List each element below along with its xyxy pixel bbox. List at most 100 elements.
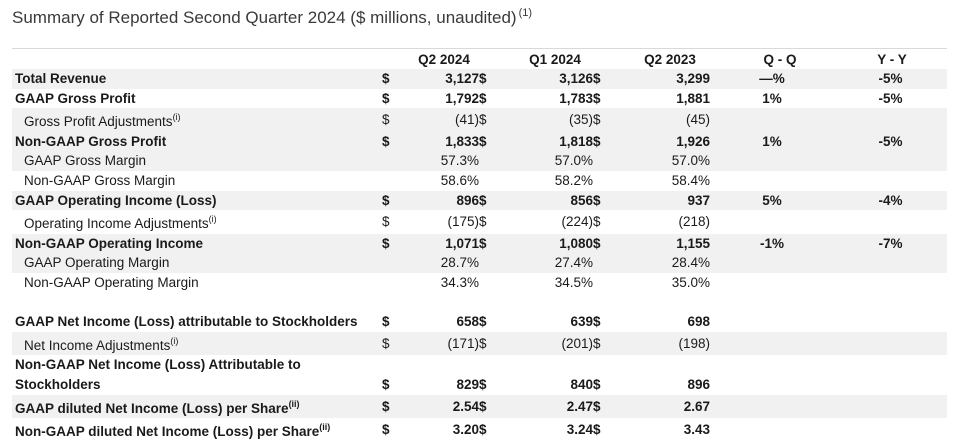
currency-q2-2023: $	[593, 90, 601, 106]
value-q2-2023: (198)	[617, 331, 710, 356]
change-qq	[710, 418, 834, 442]
value-q2-2024: 3,127	[406, 69, 479, 89]
value-q1-2024: 639	[570, 314, 593, 330]
change-yy	[834, 331, 947, 356]
table-row: Net Income Adjustments(i) $ (171) $ (201) $ (1…	[12, 331, 947, 356]
table-row: GAAP Net Income (Loss) attributable to S…	[12, 293, 947, 332]
page-title: Summary of Reported Second Quarter 2024 …	[12, 7, 532, 28]
currency-q2-2023: $	[593, 422, 601, 438]
change-yy	[834, 171, 947, 191]
change-yy	[834, 394, 947, 419]
value-q1-2024: 840	[570, 376, 593, 392]
footnote-marker: (i)	[172, 112, 181, 123]
currency-q2-2023	[593, 253, 617, 273]
col-header-q1-2024: Q1 2024	[529, 52, 581, 67]
footnote-marker: (ii)	[288, 398, 300, 409]
table-row: GAAP Gross Profit $1,792 $1,783 $1,881 1% -5%	[12, 89, 947, 109]
value-q2-2024: 1,071	[406, 233, 479, 254]
currency-q2-2023	[593, 171, 617, 191]
value-q1-2024: (224)	[561, 214, 593, 230]
value-q2-2024: 28.7%	[406, 253, 479, 273]
value-q1-2024: (201)	[503, 331, 593, 356]
row-label: GAAP Gross Margin	[12, 151, 382, 171]
currency-q2-2024: $	[382, 190, 406, 211]
footnote-marker: (ii)	[319, 422, 331, 433]
currency-q2-2024	[382, 273, 406, 293]
col-header-q2-2023: Q2 2023	[644, 52, 696, 67]
value-q1-2024: 57.0%	[503, 151, 593, 171]
currency-q2-2023	[593, 151, 617, 171]
table-row: Total Revenue $3,127 $3,126 $3,299 —% -5%	[12, 69, 947, 89]
change-qq	[710, 293, 834, 332]
change-yy: -5%	[834, 69, 947, 89]
change-yy	[834, 253, 947, 273]
currency-q1-2024: $	[479, 394, 503, 419]
change-qq: 1%	[762, 90, 782, 106]
row-label: GAAP diluted Net Income (Loss) per Share…	[12, 394, 382, 419]
value-q2-2024: 829	[456, 376, 479, 392]
value-q2-2023: 698	[687, 314, 710, 330]
value-q2-2024: (41)	[406, 108, 479, 132]
col-header-qq: Q - Q	[763, 52, 797, 67]
row-label: Total Revenue	[12, 69, 382, 89]
value-q1-2024: 58.2%	[554, 172, 593, 188]
value-q1-2024: 1,080	[503, 233, 593, 254]
row-label-text: GAAP Operating Income (Loss)	[15, 192, 217, 208]
financial-summary-table: Total Revenue $3,127 $3,126 $3,299 —% -5% GAAP…	[12, 69, 947, 442]
change-qq	[710, 210, 834, 234]
currency-q2-2023: $	[593, 376, 601, 392]
change-yy: -5%	[834, 131, 947, 152]
value-q2-2023: 35.0%	[671, 274, 710, 290]
currency-q1-2024	[479, 151, 503, 171]
change-yy	[834, 355, 947, 394]
currency-q2-2023: $	[593, 331, 617, 356]
currency-q2-2024	[382, 253, 406, 273]
value-q1-2024: 3.24	[566, 422, 593, 438]
table-row: GAAP Operating Income (Loss) $896 $856 $937…	[12, 190, 947, 211]
value-q2-2023: 1,926	[617, 131, 710, 152]
currency-q1-2024: $	[479, 214, 487, 230]
footnote-marker: (i)	[170, 335, 179, 346]
value-q2-2023: 1,881	[676, 90, 710, 106]
change-qq: 5%	[710, 190, 834, 211]
table-row: Non-GAAP Gross Margin 58.6% 58.2% 58.4%	[12, 171, 947, 191]
footnote-marker: (i)	[208, 214, 217, 225]
currency-q2-2024: $	[382, 422, 390, 438]
change-qq	[710, 108, 834, 132]
currency-q1-2024: $	[479, 233, 503, 254]
currency-q2-2024: $	[382, 214, 390, 230]
value-q2-2024: 896	[406, 190, 479, 211]
table-row: Non-GAAP Gross Profit $1,833 $1,818 $1,926 1…	[12, 131, 947, 152]
value-q1-2024: 34.5%	[554, 274, 593, 290]
value-q2-2023: 896	[687, 376, 710, 392]
title-footnote: (1)	[518, 7, 533, 19]
currency-q2-2024: $	[382, 331, 406, 356]
table-row: GAAP Operating Margin 28.7% 27.4% 28.4%	[12, 253, 947, 273]
currency-q1-2024: $	[479, 314, 487, 330]
currency-q1-2024: $	[479, 90, 487, 106]
currency-q2-2024: $	[382, 376, 390, 392]
value-q2-2023: (218)	[678, 214, 710, 230]
currency-q2-2023: $	[593, 233, 617, 254]
value-q2-2024: 1,792	[445, 90, 479, 106]
value-q2-2023: 3,299	[617, 69, 710, 89]
col-header-q2-2024: Q2 2024	[418, 52, 470, 67]
value-q2-2024: 3.20	[452, 422, 479, 438]
change-qq: —%	[710, 69, 834, 89]
table-row: GAAP Gross Margin 57.3% 57.0% 57.0%	[12, 151, 947, 171]
value-q2-2024: (175)	[447, 214, 479, 230]
value-q1-2024: (35)	[503, 108, 593, 132]
row-label: GAAP Operating Margin	[12, 253, 382, 273]
currency-q2-2024	[382, 171, 406, 191]
currency-q1-2024: $	[479, 422, 487, 438]
row-label-text: GAAP Net Income (Loss) attributable to S…	[15, 314, 358, 330]
value-q2-2023: 58.4%	[671, 172, 710, 188]
row-label: GAAP Net Income (Loss) attributable to S…	[12, 293, 382, 332]
currency-q2-2023: $	[593, 190, 617, 211]
row-label: Net Income Adjustments(i)	[12, 331, 382, 356]
table-row: Non-GAAP Net Income (Loss) Attributable …	[12, 355, 947, 394]
change-qq: -1%	[710, 233, 834, 254]
change-qq	[710, 394, 834, 419]
table-row: GAAP diluted Net Income (Loss) per Share…	[12, 394, 947, 419]
row-label: GAAP Gross Profit	[12, 89, 382, 109]
